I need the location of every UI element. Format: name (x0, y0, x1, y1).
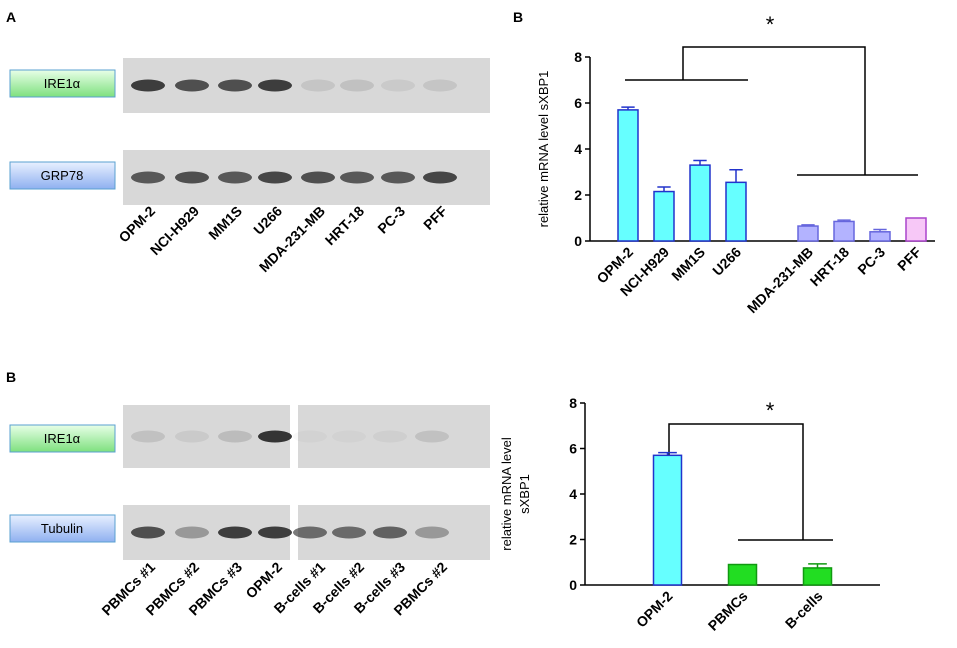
bar (833, 220, 855, 242)
band (423, 171, 457, 184)
x-tick-label: B-cells (782, 588, 826, 632)
error-bar (801, 224, 815, 227)
y-tick-label: 8 (574, 49, 582, 65)
row-label-box (9, 69, 116, 98)
band (373, 526, 407, 539)
band (373, 430, 407, 443)
row-label-box (9, 424, 116, 453)
band (415, 430, 449, 443)
band (381, 171, 415, 184)
x-tick-label: MDA-231-MB (744, 244, 816, 316)
panel-letter: B (513, 9, 523, 25)
y-axis-label: sXBP1 (517, 474, 532, 514)
band (258, 526, 292, 539)
bar (727, 563, 758, 586)
y-tick-label: 6 (574, 95, 582, 111)
band (218, 430, 252, 443)
x-tick-label: HRT-18 (807, 244, 853, 290)
bar (652, 454, 683, 586)
band (218, 79, 252, 92)
bar (617, 109, 639, 242)
y-tick-label: 4 (569, 486, 577, 502)
band (293, 526, 327, 539)
band (381, 79, 415, 92)
bar (869, 231, 891, 242)
lane-label: MM1S (205, 203, 245, 243)
band (258, 430, 292, 443)
error-bar (808, 563, 827, 568)
y-axis-label: relative mRNA level (499, 437, 514, 551)
bar (653, 190, 675, 242)
band (293, 431, 327, 443)
lane-label: OPM-2 (115, 203, 158, 246)
y-tick-label: 2 (569, 532, 577, 548)
band (332, 526, 366, 539)
x-tick-label: PFF (894, 243, 924, 273)
y-axis-label: relative mRNA level sXBP1 (536, 71, 551, 228)
error-bar (729, 168, 743, 183)
band (131, 430, 165, 443)
lane-label: U266 (250, 203, 285, 238)
bar (797, 225, 819, 242)
band (415, 526, 449, 539)
y-tick-label: 0 (574, 233, 582, 249)
error-bar (621, 106, 635, 110)
blot (298, 405, 490, 468)
row-label-box (9, 514, 116, 543)
lane-label: PFF (420, 202, 450, 232)
row-label-box (9, 161, 116, 190)
band (332, 431, 366, 443)
band (340, 79, 374, 92)
lane-label: OPM-2 (242, 559, 285, 602)
x-tick-label: PBMCs (705, 588, 751, 634)
band (301, 79, 335, 92)
panel-letter: B (6, 369, 16, 385)
error-bar (837, 219, 851, 222)
band (218, 526, 252, 539)
band (175, 171, 209, 184)
band (258, 79, 292, 92)
band (131, 171, 165, 184)
annotation: * (766, 12, 775, 37)
row-label: IRE1α (44, 431, 81, 446)
bar (802, 567, 833, 586)
band (218, 171, 252, 184)
error-bar (657, 186, 671, 192)
y-tick-label: 8 (569, 395, 577, 411)
band (423, 79, 457, 92)
x-tick-label: U266 (709, 244, 744, 279)
band (340, 171, 374, 184)
band (175, 430, 209, 443)
error-bar (873, 228, 887, 232)
band (258, 171, 292, 184)
row-label: Tubulin (41, 521, 83, 536)
significance-bracket (625, 46, 918, 541)
lane-label: HRT-18 (322, 203, 368, 249)
panel-letter: A (6, 9, 16, 25)
bar (905, 217, 927, 242)
x-tick-label: OPM-2 (633, 588, 676, 631)
x-tick-label: PC-3 (854, 244, 888, 278)
x-tick-label: MM1S (668, 244, 708, 284)
band (131, 526, 165, 539)
y-tick-label: 4 (574, 141, 582, 157)
row-label: IRE1α (44, 76, 81, 91)
annotation: * (766, 398, 775, 423)
error-bar (658, 451, 677, 456)
row-label: GRP78 (41, 168, 84, 183)
error-bar (693, 159, 707, 166)
lane-label: PC-3 (374, 203, 408, 237)
bar (689, 164, 711, 242)
y-tick-label: 6 (569, 441, 577, 457)
y-tick-label: 0 (569, 577, 577, 593)
y-tick-label: 2 (574, 187, 582, 203)
band (175, 79, 209, 92)
band (131, 79, 165, 92)
band (175, 526, 209, 539)
bar (725, 181, 747, 242)
lane-label: NCI-H929 (147, 203, 202, 258)
band (301, 171, 335, 184)
